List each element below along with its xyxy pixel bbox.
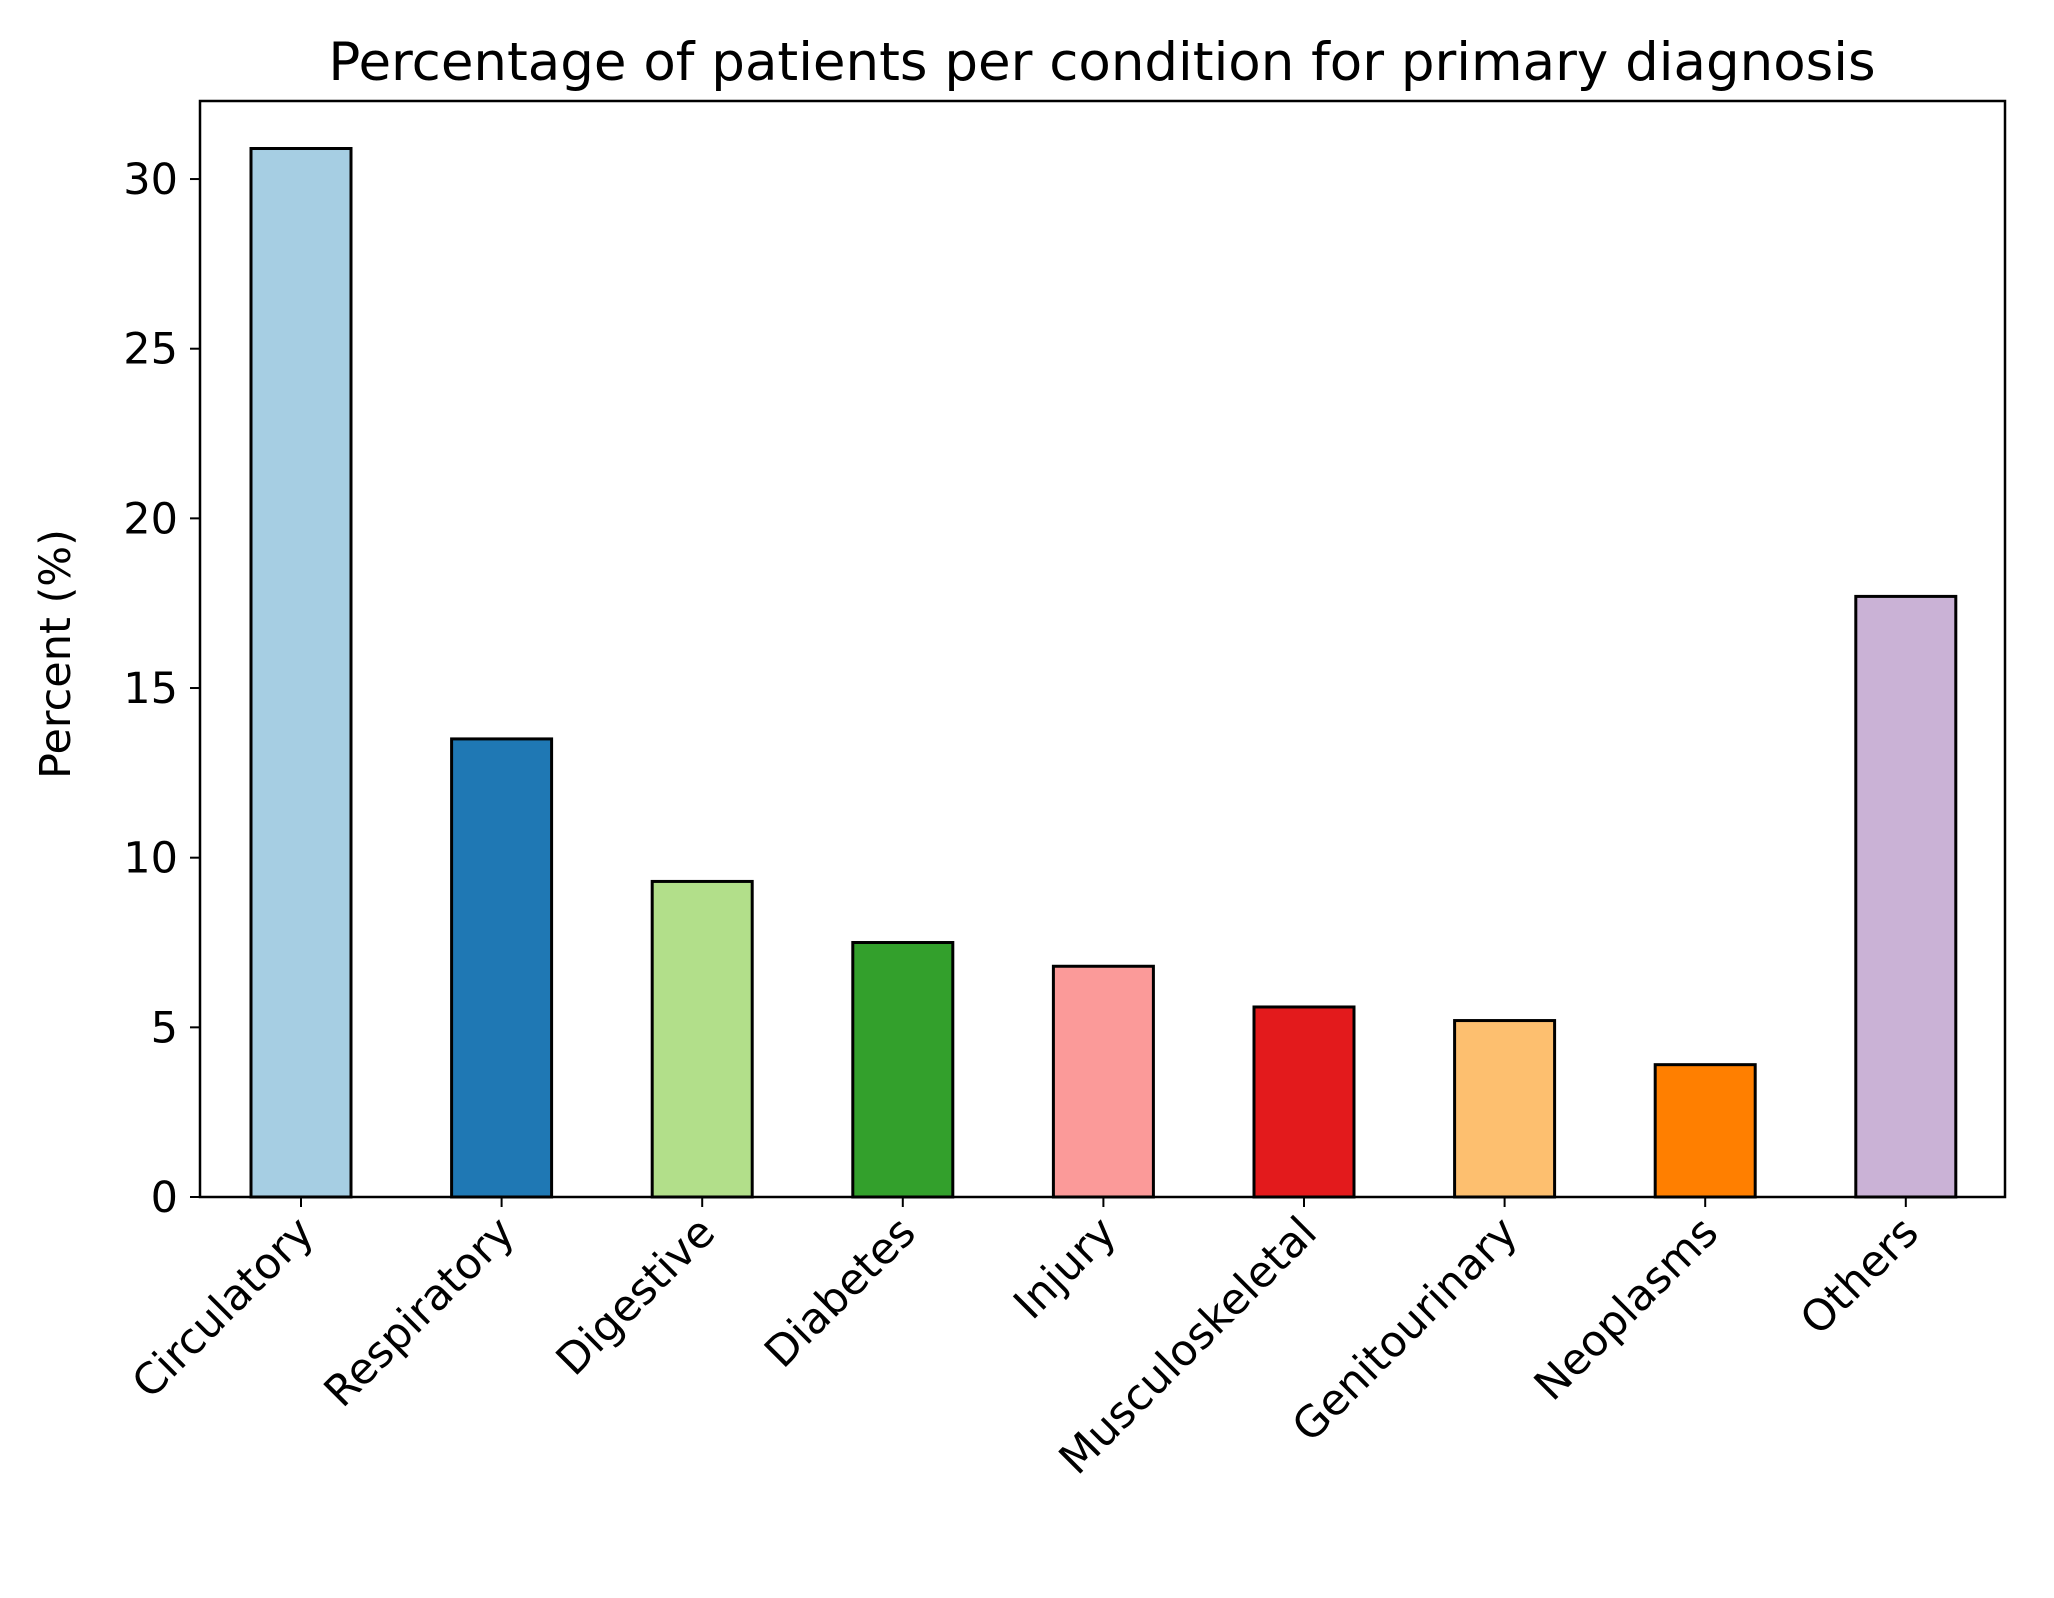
bar-genitourinary: [1453, 1019, 1557, 1199]
y-tick-label: 15: [123, 664, 178, 714]
x-tick-label: Others: [1791, 1207, 1929, 1345]
chart-title: Percentage of patients per condition for…: [328, 32, 1875, 93]
x-tick-label: Respiratory: [315, 1207, 525, 1417]
y-tick-label: 25: [123, 325, 178, 375]
bar-neoplasms: [1653, 1063, 1757, 1199]
x-tick-label: Digestive: [547, 1207, 725, 1385]
x-tick-label: Injury: [1004, 1207, 1126, 1329]
bar-diabetes: [851, 941, 955, 1199]
bar-others: [1854, 594, 1958, 1199]
x-tick-label: Diabetes: [755, 1207, 925, 1377]
bar-musculoskeletal: [1252, 1005, 1356, 1199]
bar-respiratory: [450, 737, 554, 1199]
x-tick-label: Circulatory: [123, 1207, 324, 1408]
y-tick-label: 30: [123, 155, 178, 205]
bar-circulatory: [249, 147, 353, 1199]
plot-frame: [198, 99, 2007, 1199]
bar-digestive: [650, 879, 754, 1199]
y-axis: 0 5 10 15 20 25 30: [123, 155, 200, 1223]
y-tick-label: 0: [151, 1173, 178, 1223]
y-tick-label: 20: [123, 494, 178, 544]
y-tick-label: 5: [151, 1003, 178, 1053]
bar-injury: [1051, 964, 1155, 1199]
y-tick-label: 10: [123, 834, 178, 884]
y-axis-label: Percent (%): [31, 529, 81, 779]
x-tick-label: Neoplasms: [1525, 1207, 1728, 1410]
bars-group: [249, 147, 1958, 1199]
